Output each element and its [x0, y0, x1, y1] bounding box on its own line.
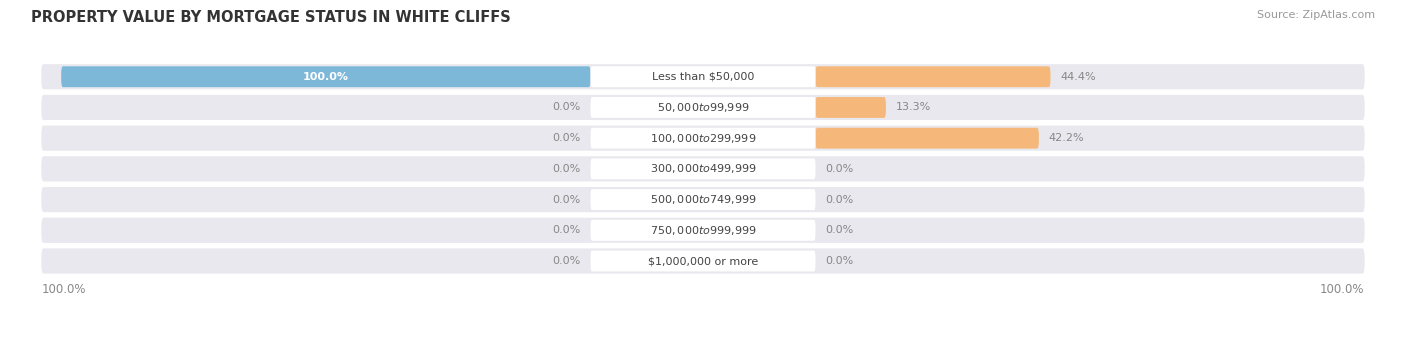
- Text: $1,000,000 or more: $1,000,000 or more: [648, 256, 758, 266]
- Text: 100.0%: 100.0%: [302, 72, 349, 82]
- Text: 42.2%: 42.2%: [1049, 133, 1084, 143]
- Text: 100.0%: 100.0%: [41, 283, 86, 296]
- FancyBboxPatch shape: [41, 218, 1365, 243]
- Text: 0.0%: 0.0%: [825, 164, 853, 174]
- Text: 0.0%: 0.0%: [825, 256, 853, 266]
- FancyBboxPatch shape: [591, 189, 815, 210]
- FancyBboxPatch shape: [815, 128, 1039, 149]
- Text: 0.0%: 0.0%: [553, 195, 581, 205]
- FancyBboxPatch shape: [815, 97, 886, 118]
- Text: 44.4%: 44.4%: [1060, 72, 1097, 82]
- FancyBboxPatch shape: [62, 66, 591, 87]
- Text: $100,000 to $299,999: $100,000 to $299,999: [650, 132, 756, 145]
- FancyBboxPatch shape: [591, 66, 815, 87]
- Text: 13.3%: 13.3%: [896, 102, 931, 113]
- Text: $300,000 to $499,999: $300,000 to $499,999: [650, 162, 756, 175]
- Text: Source: ZipAtlas.com: Source: ZipAtlas.com: [1257, 10, 1375, 20]
- FancyBboxPatch shape: [591, 128, 815, 149]
- FancyBboxPatch shape: [591, 220, 815, 241]
- Text: 100.0%: 100.0%: [1320, 283, 1365, 296]
- Text: 0.0%: 0.0%: [553, 225, 581, 235]
- Text: 0.0%: 0.0%: [553, 102, 581, 113]
- Text: $50,000 to $99,999: $50,000 to $99,999: [657, 101, 749, 114]
- Text: $500,000 to $749,999: $500,000 to $749,999: [650, 193, 756, 206]
- FancyBboxPatch shape: [41, 249, 1365, 273]
- FancyBboxPatch shape: [41, 64, 1365, 89]
- FancyBboxPatch shape: [591, 97, 815, 118]
- FancyBboxPatch shape: [41, 125, 1365, 151]
- Text: Less than $50,000: Less than $50,000: [652, 72, 754, 82]
- FancyBboxPatch shape: [41, 95, 1365, 120]
- Text: 0.0%: 0.0%: [553, 133, 581, 143]
- FancyBboxPatch shape: [41, 156, 1365, 181]
- Text: 0.0%: 0.0%: [553, 256, 581, 266]
- FancyBboxPatch shape: [41, 187, 1365, 212]
- Text: 0.0%: 0.0%: [825, 225, 853, 235]
- Text: PROPERTY VALUE BY MORTGAGE STATUS IN WHITE CLIFFS: PROPERTY VALUE BY MORTGAGE STATUS IN WHI…: [31, 10, 510, 25]
- Text: 0.0%: 0.0%: [553, 164, 581, 174]
- FancyBboxPatch shape: [591, 159, 815, 179]
- FancyBboxPatch shape: [591, 251, 815, 271]
- FancyBboxPatch shape: [815, 66, 1050, 87]
- Text: $750,000 to $999,999: $750,000 to $999,999: [650, 224, 756, 237]
- Text: 0.0%: 0.0%: [825, 195, 853, 205]
